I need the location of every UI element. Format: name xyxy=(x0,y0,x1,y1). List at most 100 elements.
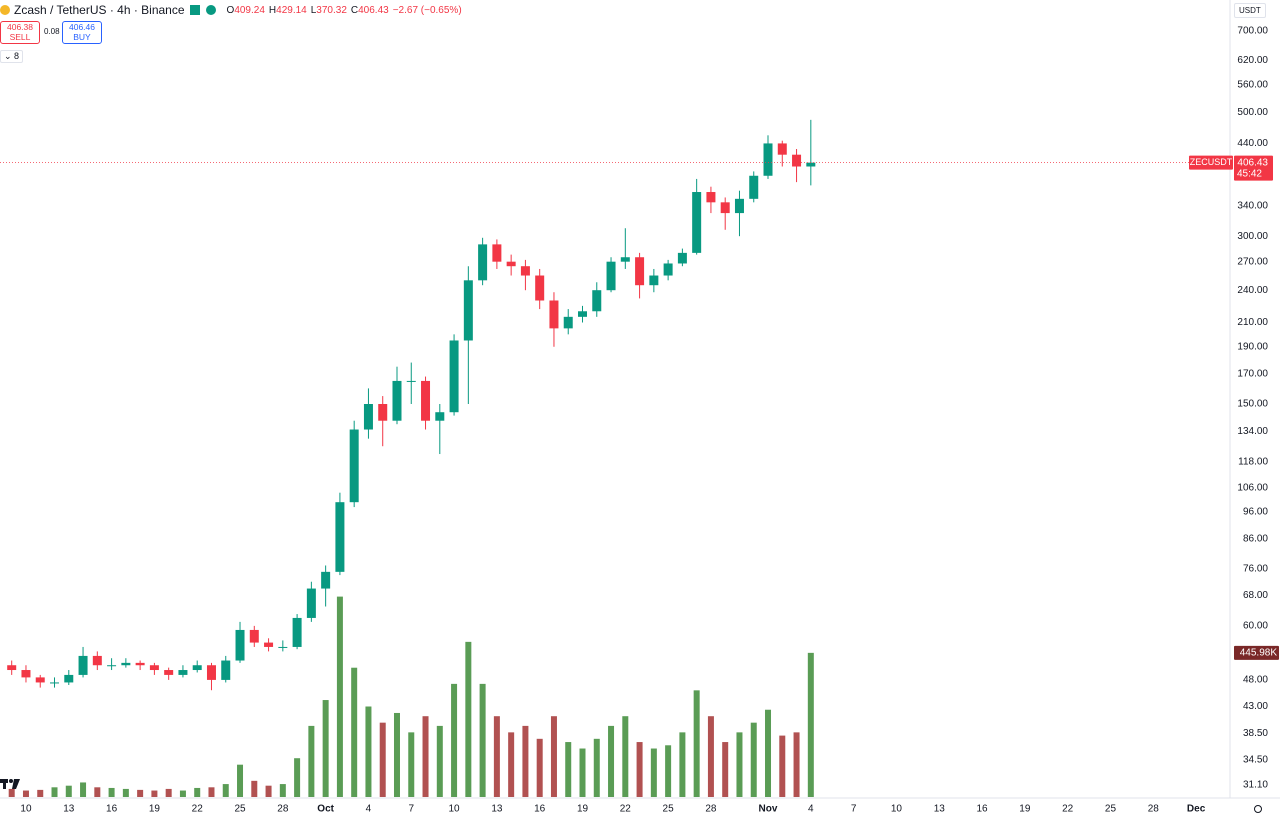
candle-body xyxy=(749,175,759,199)
x-tick-label: 7 xyxy=(851,804,857,814)
candle-body xyxy=(506,261,516,267)
spread: 0.08 xyxy=(44,27,60,36)
y-tick-label: 106.00 xyxy=(1237,483,1268,494)
ohlc-value: 409.24 xyxy=(234,4,265,16)
volume-bar xyxy=(294,758,301,797)
buy-button[interactable]: 406.46 BUY xyxy=(62,21,102,44)
volume-bar xyxy=(65,785,72,797)
candle-body xyxy=(78,655,88,675)
volume-bar xyxy=(94,787,101,797)
volume-bar xyxy=(422,716,429,797)
volume-bar xyxy=(436,725,443,797)
x-tick-label: 19 xyxy=(1019,804,1031,814)
volume-bar xyxy=(608,725,615,797)
candle-body xyxy=(421,380,431,421)
y-tick-label: 150.00 xyxy=(1237,399,1268,410)
candle-body xyxy=(349,429,359,503)
price-tag-bg xyxy=(1234,155,1273,181)
volume-bar xyxy=(550,716,557,797)
y-tick-label: 60.00 xyxy=(1243,621,1268,632)
x-tick-label: Oct xyxy=(317,804,334,814)
settings-icon[interactable] xyxy=(1254,805,1262,813)
x-tick-label: 19 xyxy=(577,804,589,814)
candle-body xyxy=(606,261,616,291)
x-tick-label: 13 xyxy=(491,804,503,814)
indicators-count: 8 xyxy=(14,51,20,61)
y-tick-label: 38.50 xyxy=(1243,728,1268,739)
candle-body xyxy=(50,682,60,684)
candle-body xyxy=(278,646,288,648)
ohlc-item: O409.24 xyxy=(227,5,265,16)
volume-bar xyxy=(237,764,244,797)
candle-body xyxy=(92,655,102,666)
y-tick-label: 210.00 xyxy=(1237,317,1268,328)
candle-body xyxy=(777,143,787,155)
candle-body xyxy=(64,674,74,683)
candle-body xyxy=(292,617,302,647)
currency-button[interactable]: USDT xyxy=(1234,3,1266,18)
candle-body xyxy=(378,404,388,421)
candle-body xyxy=(492,244,502,262)
candle-body xyxy=(649,275,659,286)
ohlc-value: 370.32 xyxy=(316,4,347,16)
buy-label: BUY xyxy=(73,32,91,42)
indicators-toggle[interactable]: ⌄ 8 xyxy=(0,50,24,63)
y-tick-label: 96.00 xyxy=(1243,507,1268,518)
volume-bar xyxy=(408,732,415,797)
candle-body xyxy=(21,670,31,678)
x-tick-label: 28 xyxy=(705,804,717,814)
sell-button[interactable]: 406.38 SELL xyxy=(0,21,40,44)
x-tick-label: Nov xyxy=(759,804,778,814)
volume-bar xyxy=(508,732,515,797)
candle-body xyxy=(121,662,131,666)
y-tick-label: 68.00 xyxy=(1243,590,1268,601)
volume-bar xyxy=(379,722,386,797)
volume-bar xyxy=(122,788,129,797)
x-tick-label: 16 xyxy=(534,804,546,814)
volume-bar xyxy=(536,738,543,797)
ohlc-legend: O409.24 H429.14 L370.32 C406.43 −2.67 (−0.65… xyxy=(227,5,462,16)
candle-body xyxy=(321,571,331,589)
x-tick-label: 25 xyxy=(234,804,246,814)
volume-bar xyxy=(80,782,87,797)
candle-body xyxy=(135,662,145,666)
volume-bar xyxy=(251,780,258,797)
x-tick-label: 4 xyxy=(366,804,372,814)
x-tick-label: 13 xyxy=(934,804,946,814)
candle-body xyxy=(677,252,687,264)
y-tick-label: 48.00 xyxy=(1243,675,1268,686)
y-tick-label: 76.00 xyxy=(1243,563,1268,574)
symbol-tag: ZECUSDT xyxy=(1190,157,1233,167)
volume-tag: 445.98K xyxy=(1240,647,1278,658)
candle-body xyxy=(235,629,245,661)
volume-bar xyxy=(265,785,272,797)
candle-body xyxy=(706,192,716,203)
volume-bar xyxy=(51,787,58,797)
candle-body xyxy=(178,670,188,675)
flag-icon[interactable] xyxy=(189,4,201,16)
volume-bar xyxy=(650,748,657,797)
candle-body xyxy=(720,202,730,214)
x-tick-label: 28 xyxy=(277,804,289,814)
ohlc-value: 429.14 xyxy=(276,4,307,16)
volume-bar xyxy=(451,683,458,797)
volume-bars xyxy=(8,596,814,797)
volume-bar xyxy=(8,788,15,797)
volume-bar xyxy=(493,716,500,797)
status-icon xyxy=(205,5,216,15)
candle-body xyxy=(306,588,316,618)
volume-bar xyxy=(750,722,757,797)
candle-body xyxy=(206,665,216,680)
volume-bar xyxy=(522,725,529,797)
symbol-title: Zcash / TetherUS · 4h · Binance xyxy=(14,3,185,17)
price-tag: 406.43 xyxy=(1237,157,1268,168)
x-tick-label: Dec xyxy=(1187,804,1206,814)
candle-body xyxy=(592,290,602,312)
x-tick-label: 22 xyxy=(1062,804,1074,814)
candle-body xyxy=(763,143,773,176)
header: Zcash / TetherUS · 4h · Binance O409.24 H… xyxy=(0,3,462,17)
y-tick-label: 560.00 xyxy=(1237,80,1268,91)
y-tick-label: 240.00 xyxy=(1237,285,1268,296)
candle-body xyxy=(221,660,231,680)
